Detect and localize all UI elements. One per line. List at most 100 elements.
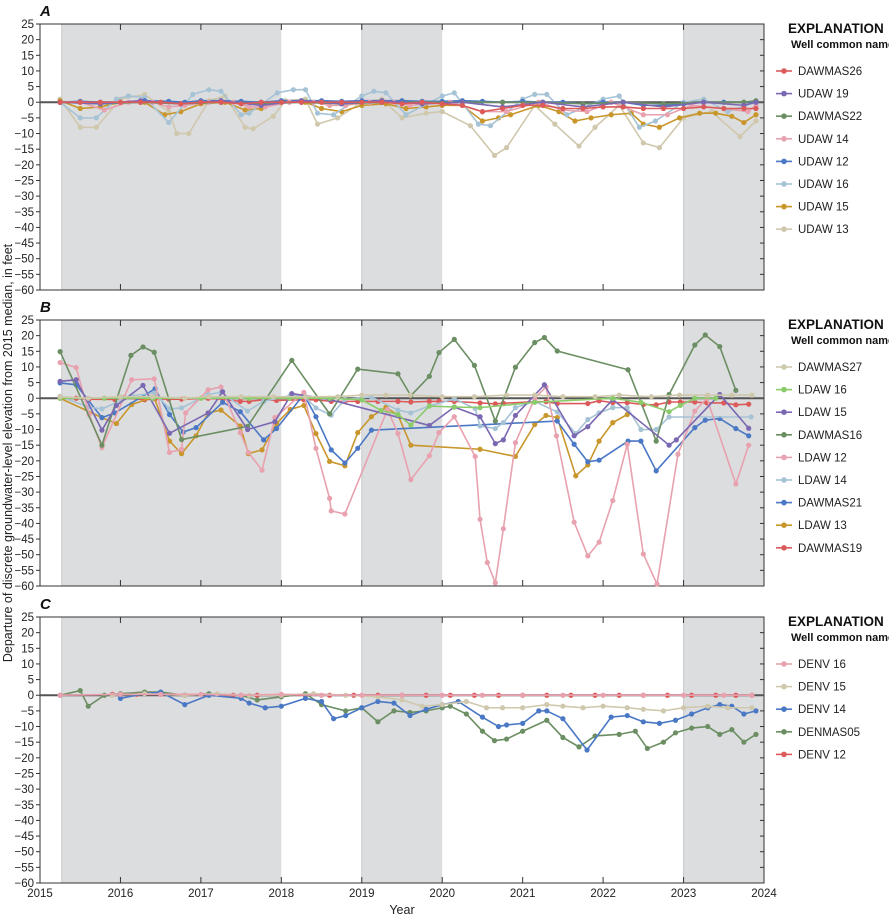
- y-tick-label: −55: [14, 862, 34, 874]
- data-point: [117, 394, 124, 400]
- data-point: [237, 409, 243, 415]
- y-tick-label: −30: [14, 487, 34, 499]
- legend-swatch-marker: [781, 158, 787, 165]
- data-point: [113, 96, 120, 102]
- legend-swatch-marker: [781, 432, 787, 438]
- y-tick-label: −5: [21, 113, 34, 125]
- y-tick-label: −50: [14, 254, 34, 266]
- data-point: [302, 695, 309, 701]
- legend-swatch-marker: [781, 386, 787, 393]
- y-tick-label: 25: [21, 19, 34, 31]
- data-point: [395, 411, 401, 418]
- data-point: [117, 99, 124, 105]
- legend-item: UDAW 13: [776, 224, 849, 236]
- y-tick-label: −15: [14, 737, 34, 749]
- x-tick-label: 2023: [671, 888, 697, 900]
- series-line: [60, 101, 756, 113]
- data-point: [753, 112, 759, 118]
- data-point: [318, 698, 325, 705]
- y-tick-label: 10: [21, 659, 34, 671]
- data-point: [495, 723, 502, 730]
- legend-item: UDAW 16: [776, 179, 849, 191]
- data-point: [648, 394, 654, 400]
- shaded-period: [683, 617, 764, 883]
- data-point: [426, 398, 432, 404]
- legend-item: LDAW 16: [776, 385, 847, 397]
- data-point: [616, 392, 622, 398]
- data-point: [383, 90, 389, 96]
- data-point: [479, 714, 486, 720]
- series-line: [59, 333, 737, 448]
- data-point: [57, 394, 63, 400]
- legend-swatch-marker: [781, 181, 787, 187]
- legend-title: EXPLANATION: [788, 614, 884, 629]
- data-point: [439, 702, 445, 708]
- legend-item: DAWMAS22: [776, 111, 862, 123]
- data-point: [656, 124, 663, 130]
- data-point: [610, 395, 616, 401]
- series-denv-14: [117, 689, 759, 753]
- y-tick-label: −45: [14, 534, 34, 546]
- data-point: [419, 99, 425, 105]
- legend-label: UDAW 12: [798, 156, 849, 168]
- data-point: [640, 719, 646, 725]
- data-point: [318, 105, 325, 112]
- data-point: [560, 692, 566, 698]
- data-point: [246, 104, 252, 110]
- y-tick-label: 0: [28, 690, 34, 702]
- data-point: [520, 102, 526, 108]
- data-point: [426, 422, 432, 429]
- data-point: [302, 394, 309, 400]
- data-point: [178, 446, 185, 452]
- data-point: [57, 692, 63, 698]
- data-point: [702, 332, 708, 338]
- y-tick-label: −40: [14, 815, 34, 827]
- data-point: [399, 692, 405, 698]
- y-tick-label: −25: [14, 471, 34, 483]
- data-point: [93, 124, 99, 130]
- series-dawmas21: [57, 380, 752, 474]
- data-point: [616, 93, 622, 99]
- data-point: [749, 705, 755, 711]
- y-tick-label: 0: [28, 97, 34, 109]
- data-point: [640, 706, 646, 712]
- data-point: [220, 399, 226, 405]
- data-point: [289, 357, 295, 363]
- data-point: [512, 440, 519, 446]
- legend-item: DAWMAS16: [776, 430, 862, 442]
- data-point: [624, 705, 630, 711]
- y-tick-label: 5: [28, 378, 34, 390]
- data-point: [186, 130, 192, 137]
- data-point: [150, 394, 156, 400]
- data-point: [733, 387, 739, 394]
- data-point: [246, 700, 252, 706]
- data-point: [335, 394, 341, 400]
- data-point: [101, 107, 107, 113]
- y-tick-label: −30: [14, 191, 34, 203]
- data-point: [584, 109, 590, 115]
- data-point: [746, 433, 752, 439]
- data-point: [512, 405, 519, 411]
- x-tick-label: 2019: [349, 888, 375, 900]
- data-point: [447, 703, 453, 709]
- data-point: [174, 130, 180, 137]
- data-point: [484, 559, 490, 566]
- y-tick-label: −10: [14, 722, 34, 734]
- data-point: [610, 420, 616, 426]
- data-point: [638, 399, 644, 405]
- legend-label: UDAW 14: [798, 134, 849, 146]
- data-point: [129, 377, 135, 383]
- y-tick-label: −35: [14, 503, 34, 515]
- data-point: [339, 99, 345, 105]
- data-point: [644, 745, 650, 752]
- legend-b: EXPLANATION Well common name DAWMAS27 LDAW …: [776, 317, 889, 555]
- data-point: [560, 703, 566, 709]
- data-point: [753, 99, 759, 105]
- legend-label: DENMAS05: [798, 727, 860, 739]
- y-tick-label: −55: [14, 269, 34, 281]
- data-point: [408, 399, 414, 405]
- data-point: [499, 105, 506, 112]
- legend-item: DENV 16: [776, 659, 846, 671]
- series-dawmas16: [57, 332, 739, 448]
- data-point: [656, 145, 663, 151]
